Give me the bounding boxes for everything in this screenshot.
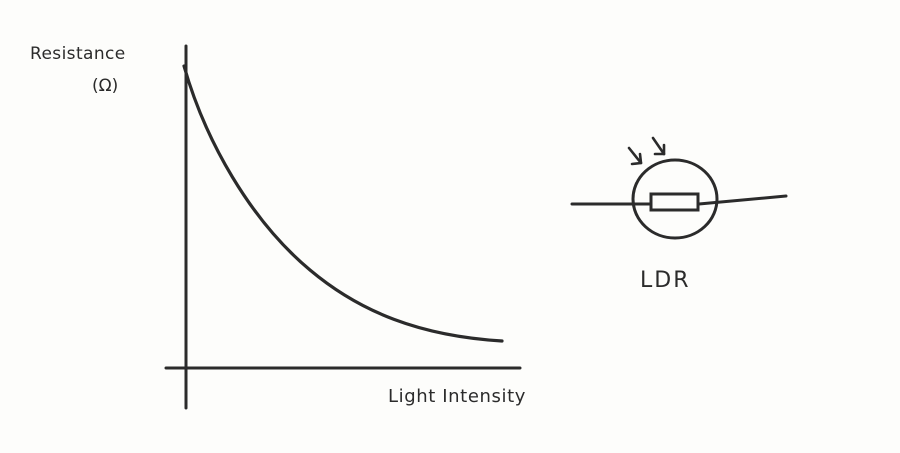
y-axis-unit: (Ω) [92,76,119,96]
light-arrow-icon [627,146,643,166]
ldr-circle [631,158,719,240]
x-axis-label: Light Intensity [388,386,526,407]
y-axis-label: Resistance [30,44,126,64]
resistance-curve [182,64,504,343]
light-arrow-icon [651,136,666,156]
ldr-lead-right [697,194,788,206]
ldr-label: LDR [640,268,691,293]
ldr-symbol [570,136,788,240]
ldr-resistor-body [649,192,700,212]
